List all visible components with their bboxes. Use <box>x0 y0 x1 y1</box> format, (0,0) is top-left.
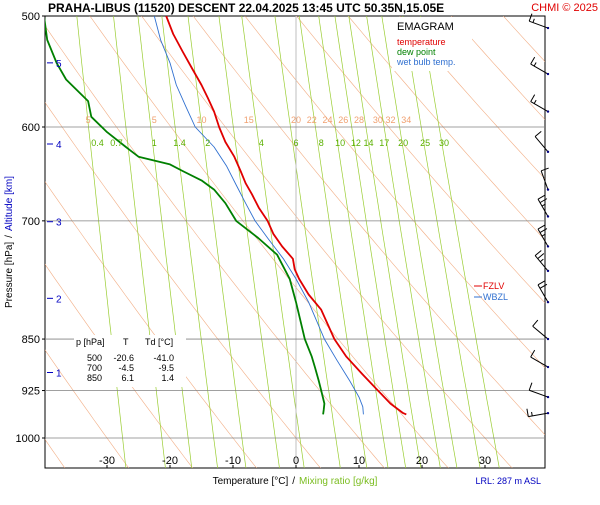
x-axis-sep: / <box>292 476 295 487</box>
pressure-tick-label: 850 <box>22 334 40 346</box>
mixing-ratio-label: 25 <box>420 138 430 148</box>
moist-adiabat-label: 30 <box>373 115 383 125</box>
table-cell: 1.4 <box>161 373 174 383</box>
table-cell: 6.1 <box>121 373 134 383</box>
y-axis-altitude-label: Altitude [km] <box>4 176 15 231</box>
credit-label: CHMI © 2025 <box>531 2 598 14</box>
table-cell: -4.5 <box>118 363 134 373</box>
legend-wet-bulb: wet bulb temp. <box>396 57 456 67</box>
temperature-tick-label: 30 <box>479 455 491 467</box>
moist-adiabat-label: 34 <box>401 115 411 125</box>
legend-temperature: temperature <box>397 37 446 47</box>
table-cell: 850 <box>87 373 102 383</box>
y-axis-sep: / <box>4 235 15 238</box>
temperature-tick-label: 20 <box>416 455 428 467</box>
wind-barb-station-dot <box>547 270 549 272</box>
wind-barb-station-dot <box>547 215 549 217</box>
x-axis-title: Temperature [°C]/ Mixing ratio [g/kg] <box>213 476 378 487</box>
legend-dew-point: dew point <box>397 47 436 57</box>
x-axis-mixing-label: Mixing ratio [g/kg] <box>299 476 378 487</box>
altitude-tick-label: 5 <box>56 59 62 70</box>
table-cell: -9.5 <box>158 363 174 373</box>
table-header-t: T <box>123 337 129 347</box>
mixing-ratio-label: 6 <box>293 138 298 148</box>
wind-barb-station-dot <box>547 110 549 112</box>
altitude-tick-label: 4 <box>56 140 62 151</box>
table-cell: 500 <box>87 353 102 363</box>
wind-barb-station-dot <box>547 412 549 414</box>
lrl-label: LRL: 287 m ASL <box>475 476 541 486</box>
mixing-ratio-label: 30 <box>439 138 449 148</box>
mixing-ratio-label: 4 <box>259 138 264 148</box>
wind-barb-station-dot <box>547 73 549 75</box>
moist-adiabat-label: 24 <box>322 115 332 125</box>
mixing-ratio-label: 0.4 <box>91 138 104 148</box>
dry-adiabat-label: 15 <box>244 115 254 125</box>
dry-adiabat-label: 5 <box>152 115 157 125</box>
pressure-tick-label: 600 <box>22 122 40 134</box>
moist-adiabat-label: 28 <box>354 115 364 125</box>
wind-barb-station-dot <box>547 338 549 340</box>
wind-barb-station-dot <box>547 301 549 303</box>
mixing-ratio-label: 0.7 <box>110 138 123 148</box>
chart-title: PRAHA-LIBUS (11520) DESCENT 22.04.2025 1… <box>48 1 444 15</box>
dry-adiabat-label: 10 <box>196 115 206 125</box>
altitude-tick-label: 2 <box>56 294 62 305</box>
plot-frame <box>45 16 545 468</box>
dry-adiabat-label: 5 <box>86 115 91 125</box>
mixing-ratio-label: 20 <box>398 138 408 148</box>
mixing-ratio-label: 8 <box>319 138 324 148</box>
temperature-tick-label: -10 <box>225 455 241 467</box>
x-axis-temperature-label: Temperature [°C] <box>213 476 289 487</box>
temperature-tick-label: 0 <box>293 455 299 467</box>
wind-barb-half-feather <box>532 412 533 416</box>
wind-barb-station-dot <box>547 396 549 398</box>
mixing-ratio-label: 10 <box>335 138 345 148</box>
pressure-tick-label: 500 <box>22 11 40 23</box>
wind-barb-station-dot <box>547 188 549 190</box>
temperature-tick-label: -20 <box>162 455 178 467</box>
table-header-td: Td [°C] <box>145 337 173 347</box>
mixing-ratio-label: 1 <box>152 138 157 148</box>
table-cell: -20.6 <box>113 353 134 363</box>
table-header-p: p [hPa] <box>76 337 105 347</box>
mixing-ratio-label: 1.4 <box>173 138 186 148</box>
wind-barb-station-dot <box>547 27 549 29</box>
mixing-ratio-label: 12 <box>351 138 361 148</box>
wind-barb-station-dot <box>547 151 549 153</box>
mixing-ratio-label: 14 <box>363 138 373 148</box>
legend-title: EMAGRAM <box>397 21 454 33</box>
temperature-tick-label: 10 <box>353 455 365 467</box>
altitude-tick-label: 3 <box>56 218 62 229</box>
moist-adiabat-label: 20 <box>291 115 301 125</box>
svg-text:Pressure [hPa]/Altitude [km]: Pressure [hPa] / Altitude [km] <box>4 176 15 308</box>
mixing-ratio-label: 2 <box>205 138 210 148</box>
table-cell: 700 <box>87 363 102 373</box>
table-cell: -41.0 <box>153 353 174 363</box>
altitude-tick-label: 1 <box>56 369 62 380</box>
mixing-ratio-label: 17 <box>379 138 389 148</box>
wind-barb-station-dot <box>547 245 549 247</box>
pressure-tick-label: 925 <box>22 386 40 398</box>
dry-adiabat-line <box>559 0 600 473</box>
y-axis-title: Pressure [hPa] / Altitude [km] <box>4 176 15 308</box>
moist-adiabat-label: 26 <box>338 115 348 125</box>
wind-barb-station-dot <box>547 366 549 368</box>
wbzl-label: WBZL <box>483 292 508 302</box>
pressure-tick-label: 1000 <box>16 433 40 445</box>
fzlv-label: FZLV <box>483 281 504 291</box>
moist-adiabat-label: 32 <box>385 115 395 125</box>
temperature-tick-label: -30 <box>99 455 115 467</box>
y-axis-pressure-label: Pressure [hPa] <box>4 242 15 308</box>
moist-adiabat-label: 22 <box>307 115 317 125</box>
pressure-tick-label: 700 <box>22 216 40 228</box>
